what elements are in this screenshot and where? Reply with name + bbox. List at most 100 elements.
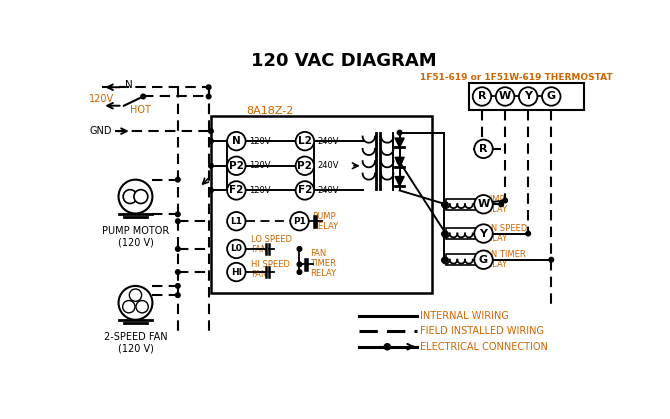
Circle shape — [208, 139, 213, 143]
Text: FIELD INSTALLED WIRING: FIELD INSTALLED WIRING — [420, 326, 544, 336]
Circle shape — [502, 198, 507, 203]
Text: W: W — [478, 199, 490, 209]
Circle shape — [442, 202, 446, 207]
Circle shape — [444, 202, 448, 207]
Circle shape — [542, 87, 561, 106]
Circle shape — [549, 257, 553, 262]
Text: HI: HI — [231, 268, 242, 277]
Text: LO SPEED
FAN: LO SPEED FAN — [251, 235, 292, 254]
Text: GND: GND — [89, 126, 112, 136]
Circle shape — [496, 87, 515, 106]
Polygon shape — [395, 138, 404, 147]
Circle shape — [176, 270, 180, 274]
Polygon shape — [395, 157, 404, 166]
Text: 2-SPEED FAN
(120 V): 2-SPEED FAN (120 V) — [104, 332, 168, 354]
Text: 240V: 240V — [317, 186, 339, 195]
Text: 120V: 120V — [249, 137, 270, 146]
Circle shape — [176, 212, 180, 217]
Text: R: R — [478, 91, 486, 101]
Circle shape — [227, 132, 246, 150]
Circle shape — [176, 284, 180, 288]
Circle shape — [444, 257, 448, 262]
Text: PUMP MOTOR
(120 V): PUMP MOTOR (120 V) — [102, 226, 169, 248]
Text: Y: Y — [524, 91, 532, 101]
Bar — [469, 83, 584, 110]
Circle shape — [397, 160, 402, 164]
Circle shape — [119, 286, 152, 320]
Bar — [446, 199, 478, 210]
Circle shape — [227, 263, 246, 281]
Circle shape — [227, 181, 246, 200]
Circle shape — [208, 188, 213, 193]
Circle shape — [290, 212, 309, 230]
Text: 1F51-619 or 1F51W-619 THERMOSTAT: 1F51-619 or 1F51W-619 THERMOSTAT — [420, 73, 613, 82]
Circle shape — [206, 85, 211, 90]
Text: ELECTRICAL CONNECTION: ELECTRICAL CONNECTION — [420, 342, 548, 352]
Text: 120 VAC DIAGRAM: 120 VAC DIAGRAM — [251, 52, 436, 70]
Circle shape — [119, 180, 152, 214]
Circle shape — [442, 231, 446, 236]
Text: N: N — [232, 136, 241, 146]
Text: 240V: 240V — [317, 137, 339, 146]
Text: INTERNAL WIRING: INTERNAL WIRING — [420, 311, 509, 321]
Circle shape — [208, 129, 213, 133]
Circle shape — [176, 247, 180, 251]
Text: Y: Y — [480, 228, 488, 238]
Circle shape — [384, 344, 391, 350]
Text: F2: F2 — [229, 186, 243, 195]
Text: G: G — [547, 91, 556, 101]
Circle shape — [474, 224, 492, 243]
Text: L0: L0 — [230, 244, 243, 253]
Circle shape — [141, 94, 145, 99]
Circle shape — [474, 195, 492, 214]
Circle shape — [136, 300, 148, 313]
Circle shape — [442, 257, 446, 262]
Text: FAN TIMER
RELAY: FAN TIMER RELAY — [481, 250, 526, 269]
Circle shape — [206, 94, 211, 99]
Circle shape — [297, 270, 302, 274]
Text: P1: P1 — [293, 217, 306, 226]
Circle shape — [474, 140, 492, 158]
Text: HOT: HOT — [130, 105, 151, 115]
Circle shape — [227, 157, 246, 175]
Circle shape — [227, 240, 246, 258]
Text: PUMP
RELAY: PUMP RELAY — [481, 194, 507, 214]
Circle shape — [295, 157, 314, 175]
Text: W: W — [499, 91, 511, 101]
Text: FAN SPEED
RELAY: FAN SPEED RELAY — [481, 224, 527, 243]
Text: L1: L1 — [230, 217, 243, 226]
Circle shape — [474, 251, 492, 269]
Circle shape — [499, 202, 504, 207]
Text: 240V: 240V — [317, 161, 339, 170]
Circle shape — [297, 247, 302, 251]
Circle shape — [134, 190, 148, 204]
Circle shape — [227, 212, 246, 230]
Circle shape — [526, 231, 531, 236]
Circle shape — [176, 177, 180, 182]
Circle shape — [297, 262, 302, 266]
Text: P2: P2 — [297, 161, 312, 171]
Circle shape — [444, 231, 448, 236]
Text: 8A18Z-2: 8A18Z-2 — [247, 106, 294, 116]
Circle shape — [295, 132, 314, 150]
Text: L2: L2 — [298, 136, 312, 146]
Circle shape — [176, 219, 180, 223]
Text: 120V: 120V — [249, 161, 270, 170]
Circle shape — [176, 293, 180, 297]
Text: HI: HI — [137, 291, 145, 300]
Text: LO: LO — [125, 291, 135, 300]
Text: R: R — [479, 144, 488, 154]
Bar — [446, 228, 478, 239]
Text: HI SPEED
FAN: HI SPEED FAN — [251, 260, 290, 279]
Bar — [446, 254, 478, 265]
Circle shape — [295, 181, 314, 200]
Circle shape — [123, 300, 135, 313]
Text: 120V: 120V — [249, 186, 270, 195]
Circle shape — [208, 163, 213, 168]
Polygon shape — [395, 176, 404, 186]
Text: F2: F2 — [297, 186, 312, 195]
Text: 120V: 120V — [89, 94, 115, 104]
Text: N: N — [125, 80, 133, 90]
Bar — [211, 116, 432, 293]
Text: P2: P2 — [229, 161, 244, 171]
